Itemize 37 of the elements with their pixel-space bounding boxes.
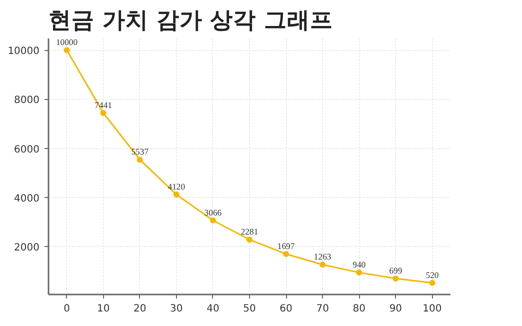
x-tick-label: 30 — [170, 304, 183, 314]
point — [392, 275, 399, 282]
data-label: 940 — [352, 260, 366, 270]
x-tick-label: 10 — [96, 304, 110, 314]
x-tick-label: 20 — [134, 304, 146, 314]
point — [173, 191, 180, 198]
data-label: 699 — [389, 265, 402, 276]
y-tick-label: 2000 — [14, 242, 40, 254]
y-tick-label: 8000 — [14, 95, 40, 106]
x-tick-label: 40 — [206, 304, 220, 314]
x-tick-label: 50 — [243, 304, 256, 314]
data-label: 4120 — [168, 181, 186, 192]
x-tick-label: 60 — [280, 304, 292, 314]
point — [429, 280, 436, 286]
data-label: 520 — [426, 270, 439, 280]
x-tick-label: 90 — [389, 304, 402, 314]
x-tick-label: 80 — [352, 304, 366, 314]
data-label: 3066 — [204, 207, 222, 218]
point — [64, 47, 70, 54]
x-tick-label: 0 — [64, 304, 70, 314]
point — [100, 110, 106, 116]
point — [356, 270, 362, 276]
y-tick-label: 4000 — [14, 193, 40, 204]
x-tick-label: 70 — [316, 304, 329, 314]
data-label: 2281 — [240, 226, 258, 237]
point — [246, 236, 252, 243]
chart-title: 현금 가치 감가 상각 그래프 — [48, 8, 334, 34]
data-label: 10000 — [56, 37, 78, 48]
point — [210, 217, 216, 224]
y-tick-label: 10000 — [8, 46, 40, 58]
data-label: 1697 — [277, 240, 296, 251]
y-tick-label: 6000 — [14, 144, 40, 156]
point — [320, 262, 326, 268]
data-label: 1263 — [314, 252, 332, 262]
point — [136, 156, 143, 163]
x-tick-label: 100 — [422, 304, 442, 314]
point — [283, 250, 290, 257]
